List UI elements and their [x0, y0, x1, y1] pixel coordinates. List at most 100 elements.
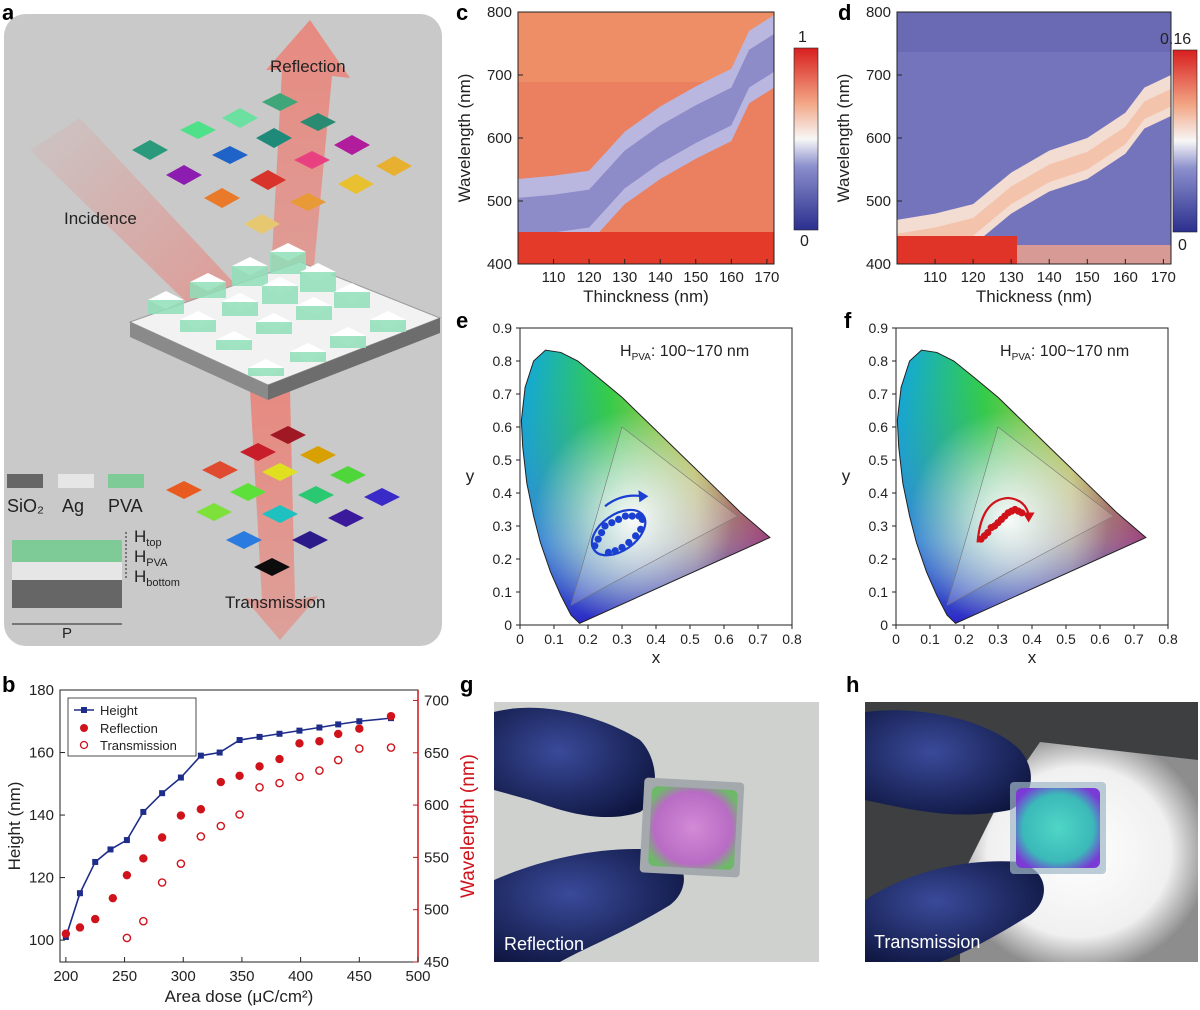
x-axis-label: Area dose (μC/cm²) — [165, 987, 314, 1006]
photo-g-caption: Reflection — [504, 934, 584, 954]
x-tick-label: 120 — [577, 269, 602, 286]
tile — [300, 446, 336, 464]
cie-diagram-f: 0 0.1 0.2 0.3 0.4 0.5 0.6 0.7 0.8 0 0.1 0.2 0.3 0.4 0.… — [842, 320, 1178, 667]
y2-tick-label: 550 — [424, 849, 449, 866]
trend-arrow — [976, 496, 1030, 543]
y-tick-label: 160 — [29, 745, 54, 762]
reflection-point — [157, 833, 167, 842]
layer-stack: Htop HPVA Hbottom P — [12, 527, 180, 642]
height-point — [140, 808, 147, 815]
height-point — [76, 890, 83, 897]
reflection-point — [295, 739, 304, 748]
nanopillars — [148, 243, 406, 377]
tile — [226, 531, 262, 549]
x-tick-label: 0.3 — [612, 631, 632, 647]
x-tick-label: 0.2 — [578, 631, 598, 647]
metasurface-sample-h — [1016, 788, 1100, 868]
tile — [250, 170, 286, 190]
tile — [256, 128, 292, 148]
tile — [270, 426, 306, 444]
reflection-point — [91, 914, 100, 924]
reflection-point — [315, 737, 324, 746]
x-tick-label: 160 — [1113, 269, 1138, 286]
data-point — [598, 529, 606, 537]
pillar — [334, 283, 370, 308]
y-tick-label: 180 — [29, 682, 54, 699]
tile — [202, 461, 238, 479]
x-tick-label: 0.2 — [954, 631, 974, 647]
x-tick-label: 0.7 — [748, 631, 768, 647]
tile — [334, 135, 370, 155]
y-axis-label: y — [466, 467, 475, 486]
data-point — [1018, 509, 1026, 517]
panel-a-label: a — [2, 0, 15, 25]
photo-h-caption: Transmission — [874, 932, 980, 952]
incidence-beam — [30, 118, 250, 330]
y-tick-label: 0.8 — [493, 353, 513, 369]
tile — [132, 140, 168, 160]
transmission-tiles — [166, 426, 400, 576]
reflection-point — [108, 893, 118, 903]
panel-c-label: c — [456, 0, 468, 25]
y-tick-label: 0.5 — [869, 452, 889, 468]
heatmap-d-peak-core — [897, 88, 1171, 252]
y-axis-label: y — [842, 467, 851, 486]
transmission-point — [295, 772, 304, 782]
y-tick-label: 800 — [487, 4, 512, 21]
reflection-point — [176, 811, 186, 820]
y-tick-label: 0.1 — [493, 584, 513, 600]
x-tick-label: 0.5 — [680, 631, 700, 647]
pillar — [180, 311, 216, 332]
h-bottom-label: Hbottom — [134, 567, 180, 589]
tile — [338, 174, 374, 194]
x-tick-label: 170 — [754, 269, 779, 286]
x-tick-label: 130 — [612, 269, 637, 286]
colorbar-d — [1172, 49, 1198, 233]
transmission-point — [139, 916, 148, 926]
y-tick-label: 0.4 — [869, 485, 889, 501]
data-point — [618, 543, 626, 552]
transmission-label: Transmission — [225, 593, 325, 612]
heatmap-c — [518, 12, 774, 264]
heatmap-d-peak-band — [897, 75, 1171, 261]
glove-top-h — [865, 710, 1031, 815]
y-axis-label: Wavelength (nm) — [455, 74, 474, 203]
x-tick-label: 110 — [542, 269, 566, 286]
transmission-point — [333, 755, 343, 765]
x-axis-label: Thickness (nm) — [976, 287, 1092, 306]
pillar — [190, 273, 226, 298]
height-point — [177, 774, 184, 781]
reflection-point — [139, 854, 148, 863]
substrate-side-right — [268, 318, 440, 400]
x-tick-label: 300 — [171, 968, 196, 985]
data-point — [615, 515, 623, 524]
heatmap-d-red-corner — [897, 236, 1017, 264]
x-axis-label: Thinckness (nm) — [583, 287, 709, 306]
x-tick-label: 500 — [405, 968, 430, 985]
panel-f: f 0 0.1 0.2 0.3 0.4 0.5 0.6 0.7 0.8 0 0.1 0.2 0.3 0.4… — [842, 308, 1178, 667]
reflection-point — [196, 805, 206, 814]
height-point — [92, 858, 99, 865]
y-tick-label: 0.2 — [869, 551, 889, 567]
transmission-point — [255, 782, 264, 792]
reflection-point — [61, 929, 71, 938]
tile — [166, 481, 202, 499]
y-tick-label: 700 — [866, 67, 891, 84]
h-top-label: Htop — [134, 527, 162, 549]
panel-e-label: e — [456, 308, 468, 333]
pillar — [296, 297, 332, 320]
tile — [204, 188, 240, 208]
x-tick-label: 0.7 — [1124, 631, 1144, 647]
colorbar-c-max: 1 — [798, 29, 807, 46]
pillar — [256, 313, 292, 334]
data-point — [608, 519, 616, 527]
y2-tick-label: 650 — [424, 745, 449, 762]
reflection-point — [216, 777, 226, 787]
x-tick-label: 140 — [1037, 269, 1062, 286]
tile — [262, 93, 298, 111]
pillar — [248, 359, 284, 377]
y2-tick-label: 500 — [424, 902, 449, 919]
y-tick-label: 0.3 — [869, 518, 889, 534]
x-tick-label: 130 — [999, 269, 1024, 286]
data-point — [594, 535, 602, 543]
